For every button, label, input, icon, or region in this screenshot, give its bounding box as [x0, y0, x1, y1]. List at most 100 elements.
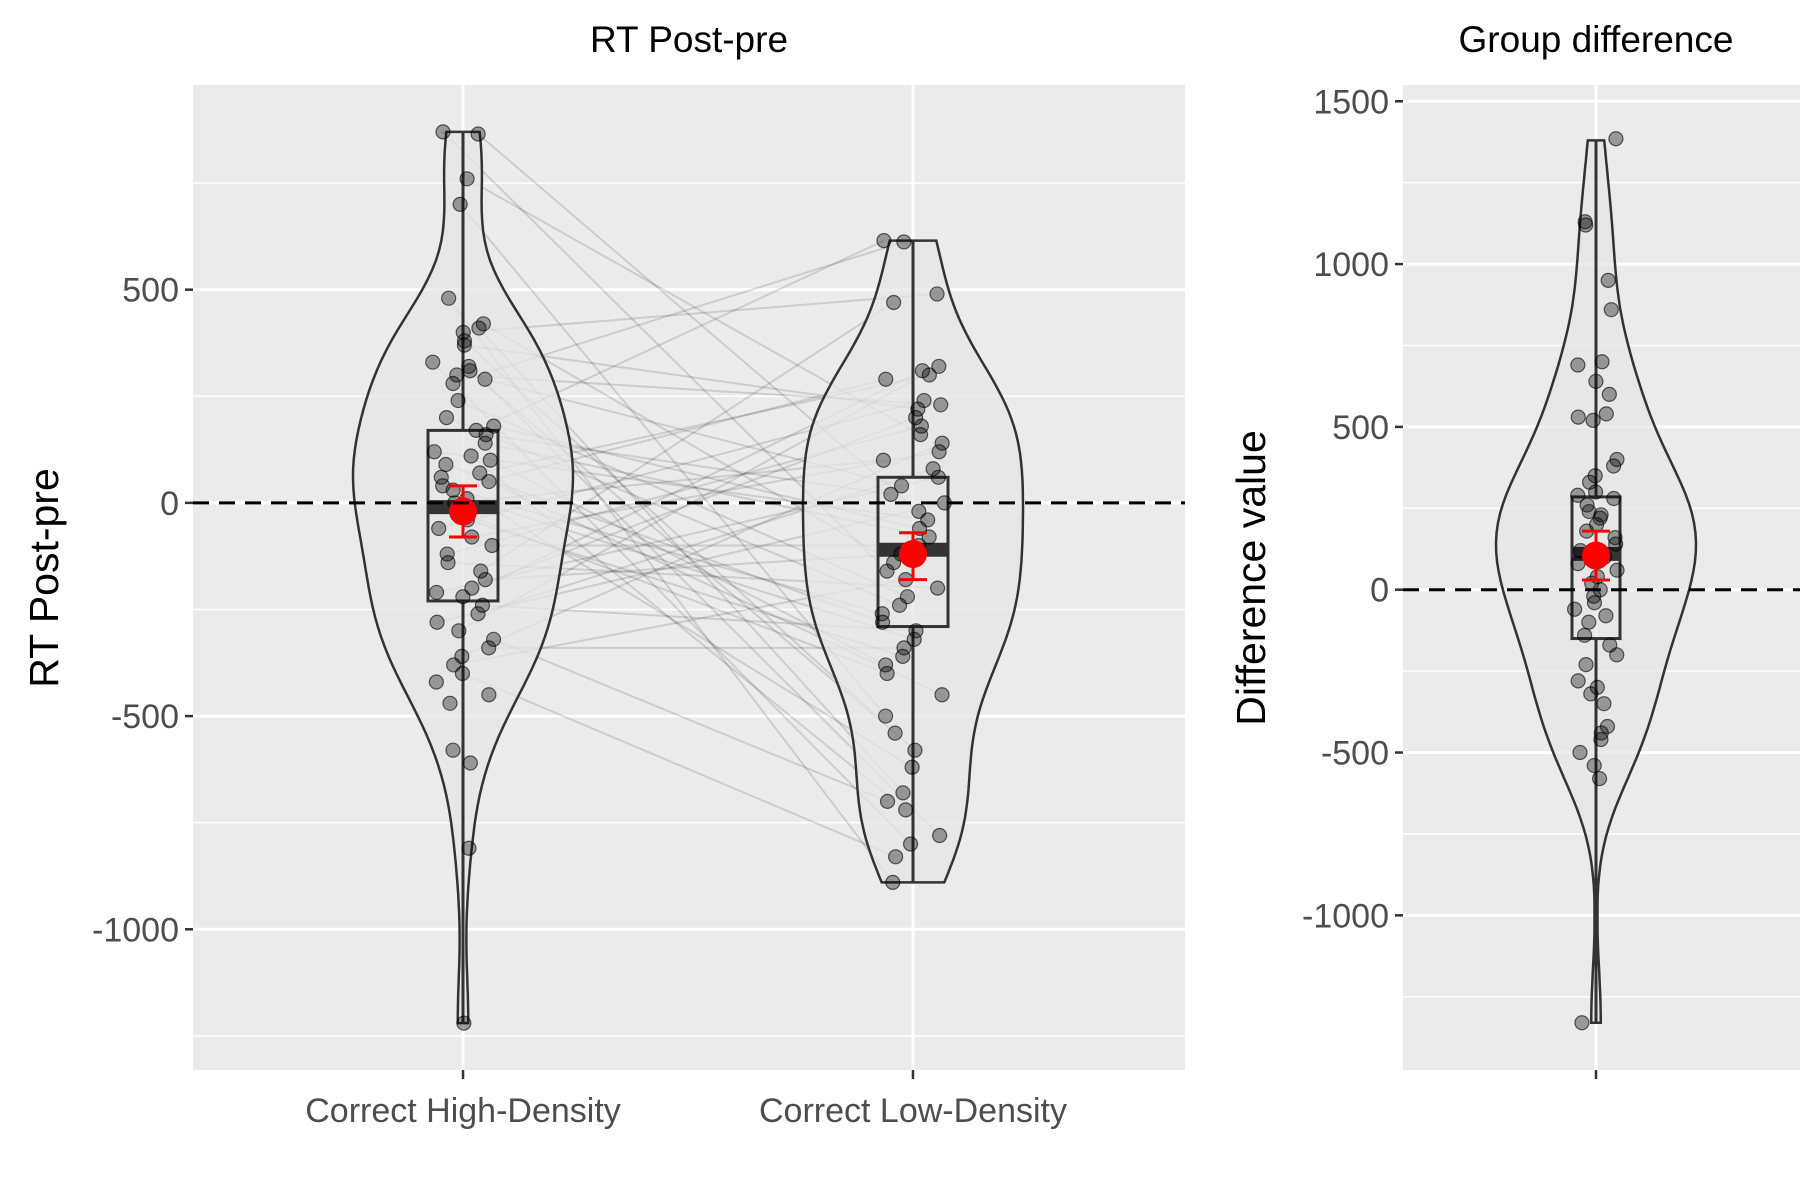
- panel-rt-post-pre: -1000 -500 0 500 Correct High-Density Correc…: [21, 19, 1185, 1130]
- data-point: [482, 452, 498, 468]
- data-point: [1581, 614, 1597, 630]
- data-point: [879, 793, 896, 809]
- data-point: [885, 874, 901, 890]
- panel-group-difference: -1000 -500 0 500 1000 1500 Group difference D…: [1228, 19, 1800, 1079]
- y-tick-label: -500: [1321, 735, 1389, 773]
- data-point: [438, 409, 455, 426]
- data-point: [452, 196, 468, 212]
- data-point: [442, 695, 458, 711]
- y-tick-label: 0: [160, 485, 179, 523]
- y-axis-ticks: -1000 -500 0 500: [92, 272, 193, 949]
- paired-line: [462, 672, 897, 858]
- data-point: [1586, 757, 1602, 774]
- data-point: [428, 674, 444, 690]
- paired-line: [493, 638, 888, 803]
- data-point: [484, 537, 500, 554]
- data-point: [477, 572, 493, 588]
- data-point: [934, 435, 950, 451]
- data-point: [898, 802, 914, 818]
- data-point: [1574, 1015, 1590, 1031]
- data-point: [425, 354, 441, 370]
- mean-point: [449, 497, 477, 526]
- data-point: [463, 448, 479, 464]
- data-point: [485, 631, 502, 647]
- y-tick-label: 500: [122, 272, 179, 310]
- data-point: [1576, 627, 1593, 643]
- violin: [351, 130, 575, 1025]
- data-point: [472, 465, 488, 481]
- data-point: [470, 606, 486, 622]
- data-point: [1591, 770, 1608, 787]
- data-point: [1603, 302, 1619, 318]
- y-tick-label: 1000: [1313, 246, 1389, 284]
- data-point: [930, 469, 946, 485]
- data-point: [456, 337, 472, 353]
- data-point: [912, 427, 929, 443]
- data-point: [931, 444, 947, 460]
- data-point: [445, 375, 461, 392]
- y-tick-label: -500: [111, 698, 179, 736]
- paired-line: [459, 203, 887, 717]
- data-point: [895, 785, 911, 801]
- data-point: [1570, 673, 1586, 689]
- data-point: [481, 640, 497, 656]
- data-point: [934, 687, 950, 703]
- y-tick-label: -1000: [1302, 897, 1389, 935]
- data-point: [1606, 458, 1622, 474]
- data-point: [874, 606, 890, 622]
- data-point: [1572, 744, 1588, 761]
- data-point: [876, 233, 892, 249]
- violin-group: [1494, 131, 1698, 1031]
- data-point: [893, 478, 910, 494]
- data-point: [902, 836, 919, 852]
- data-point: [481, 473, 497, 490]
- data-point: [904, 759, 920, 775]
- mean-point: [1582, 541, 1610, 570]
- data-point: [921, 367, 937, 383]
- data-point: [931, 358, 947, 375]
- y-axis-title: RT Post-pre: [21, 468, 67, 688]
- data-point: [1578, 217, 1594, 233]
- data-point: [1600, 272, 1616, 288]
- data-point: [908, 409, 924, 426]
- data-point: [456, 333, 473, 349]
- data-point: [933, 397, 949, 413]
- data-point: [445, 742, 461, 758]
- data-point: [887, 725, 903, 741]
- data-point: [449, 367, 465, 383]
- data-point: [474, 597, 491, 613]
- data-point: [1608, 131, 1624, 147]
- data-point: [470, 126, 486, 142]
- data-point: [435, 124, 451, 140]
- data-point: [441, 290, 457, 306]
- data-point: [1593, 731, 1609, 748]
- data-point: [477, 435, 493, 451]
- data-point: [451, 623, 467, 639]
- violin-groups: [351, 124, 1025, 1031]
- data-point: [910, 401, 926, 417]
- data-point: [471, 320, 487, 336]
- paired-line: [463, 292, 938, 334]
- data-point: [455, 589, 471, 605]
- data-point: [429, 614, 445, 630]
- data-point: [895, 648, 911, 664]
- panel-title: Group difference: [1459, 19, 1734, 60]
- data-point: [1585, 412, 1601, 428]
- y-tick-label: 0: [1370, 572, 1389, 610]
- x-axis-ticks: Correct High-Density Correct Low-Density: [305, 1070, 1067, 1130]
- data-point: [1598, 406, 1614, 422]
- data-point: [1609, 647, 1625, 663]
- data-point: [929, 286, 945, 302]
- data-point: [481, 687, 497, 703]
- data-point: [1606, 490, 1622, 507]
- data-point: [461, 840, 477, 856]
- data-point: [1598, 608, 1614, 624]
- y-tick-label: -1000: [92, 911, 179, 949]
- data-point: [459, 171, 475, 187]
- data-point: [1578, 657, 1594, 673]
- data-point: [428, 584, 445, 601]
- data-point: [426, 444, 442, 460]
- data-point: [1570, 409, 1586, 425]
- data-point: [932, 827, 948, 844]
